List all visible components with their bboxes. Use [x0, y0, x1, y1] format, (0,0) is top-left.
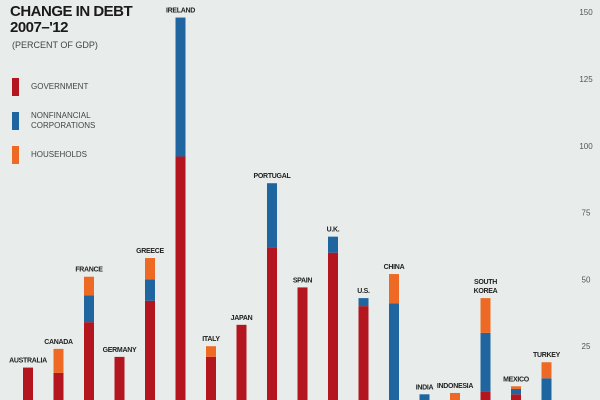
bar-india-corporations — [419, 394, 430, 400]
category-label: AUSTRALIA — [9, 358, 47, 365]
bar-china-corporations — [389, 303, 399, 400]
bar-france-households — [84, 276, 94, 296]
bar-mexico-households — [511, 386, 521, 389]
bar-mexico-government — [511, 394, 521, 400]
category-label: PORTUGAL — [254, 173, 292, 180]
bar-china-households — [389, 274, 399, 304]
bar-france-government — [84, 322, 94, 400]
category-label: FRANCE — [75, 267, 103, 274]
y-tick-label: 25 — [582, 342, 591, 351]
legend-item-households: HOUSEHOLDS — [12, 138, 101, 172]
category-label: CANADA — [44, 339, 73, 346]
category-label: CHINA — [384, 264, 405, 271]
legend: GOVERNMENT NONFINANCIAL CORPORATIONS HOU… — [12, 70, 101, 172]
bar-spain-government — [297, 287, 308, 400]
legend-label: GOVERNMENT — [31, 82, 89, 91]
category-label: SPAIN — [293, 277, 313, 284]
bar-greece-corporations — [145, 279, 155, 301]
bar-ireland-government — [175, 156, 186, 400]
legend-swatch-households — [12, 146, 19, 164]
legend-swatch-corporations — [12, 112, 19, 130]
y-tick-label: 125 — [579, 75, 593, 84]
bar-portugal-government — [267, 247, 277, 400]
category-label: MEXICO — [503, 376, 530, 383]
y-tick-label: 150 — [579, 8, 593, 17]
category-label: SOUTH — [474, 279, 497, 286]
legend-item-government: GOVERNMENT — [12, 70, 101, 104]
category-label: KOREA — [474, 288, 498, 295]
bar-u-s--corporations — [358, 298, 369, 307]
bar-germany-government — [114, 356, 125, 400]
legend-label: NONFINANCIAL CORPORATIONS — [31, 111, 96, 130]
bar-canada-households — [53, 348, 64, 373]
category-label: GREECE — [136, 248, 164, 255]
category-label: GERMANY — [103, 347, 137, 354]
category-label: U.S. — [357, 288, 370, 295]
category-label: IRELAND — [166, 8, 195, 15]
y-tick-label: 100 — [579, 142, 593, 151]
chart-subtitle: (PERCENT OF GDP) — [12, 40, 98, 50]
bar-greece-government — [145, 300, 155, 400]
legend-item-corporations: NONFINANCIAL CORPORATIONS — [12, 104, 101, 138]
bar-u-k--corporations — [328, 236, 338, 253]
bar-mexico-corporations — [511, 388, 521, 395]
bar-italy-households — [206, 346, 216, 357]
bar-italy-government — [206, 356, 216, 400]
bar-japan-government — [236, 324, 247, 400]
category-label: INDIA — [416, 384, 434, 391]
legend-label: HOUSEHOLDS — [31, 150, 88, 159]
category-label: INDONESIA — [437, 383, 473, 390]
bar-portugal-corporations — [267, 183, 277, 248]
bar-indonesia-households — [450, 392, 460, 400]
bar-turkey-households — [541, 362, 552, 379]
bar-u-s--government — [358, 306, 369, 400]
bar-australia-government — [23, 367, 33, 400]
legend-swatch-government — [12, 78, 19, 96]
title-line-1: CHANGE IN DEBT — [10, 3, 133, 20]
title-line-2: 2007–'12 — [10, 19, 68, 36]
y-tick-label: 75 — [582, 209, 591, 218]
bar-u-k--government — [328, 252, 338, 400]
category-label: U.K. — [327, 227, 340, 234]
category-label: ITALY — [202, 336, 220, 343]
bar-south-korea-corporations — [480, 332, 491, 392]
bar-france-corporations — [84, 295, 94, 323]
bar-ireland-corporations — [175, 17, 186, 157]
bar-canada-government — [53, 372, 64, 400]
y-tick-label: 50 — [582, 275, 591, 284]
category-label: JAPAN — [231, 315, 253, 322]
bar-south-korea-government — [480, 391, 491, 400]
bar-greece-households — [145, 258, 155, 280]
category-label: TURKEY — [533, 352, 561, 359]
bar-south-korea-households — [480, 298, 491, 333]
bar-turkey-corporations — [541, 378, 552, 400]
chart-title: CHANGE IN DEBT 2007–'12 — [10, 3, 133, 36]
